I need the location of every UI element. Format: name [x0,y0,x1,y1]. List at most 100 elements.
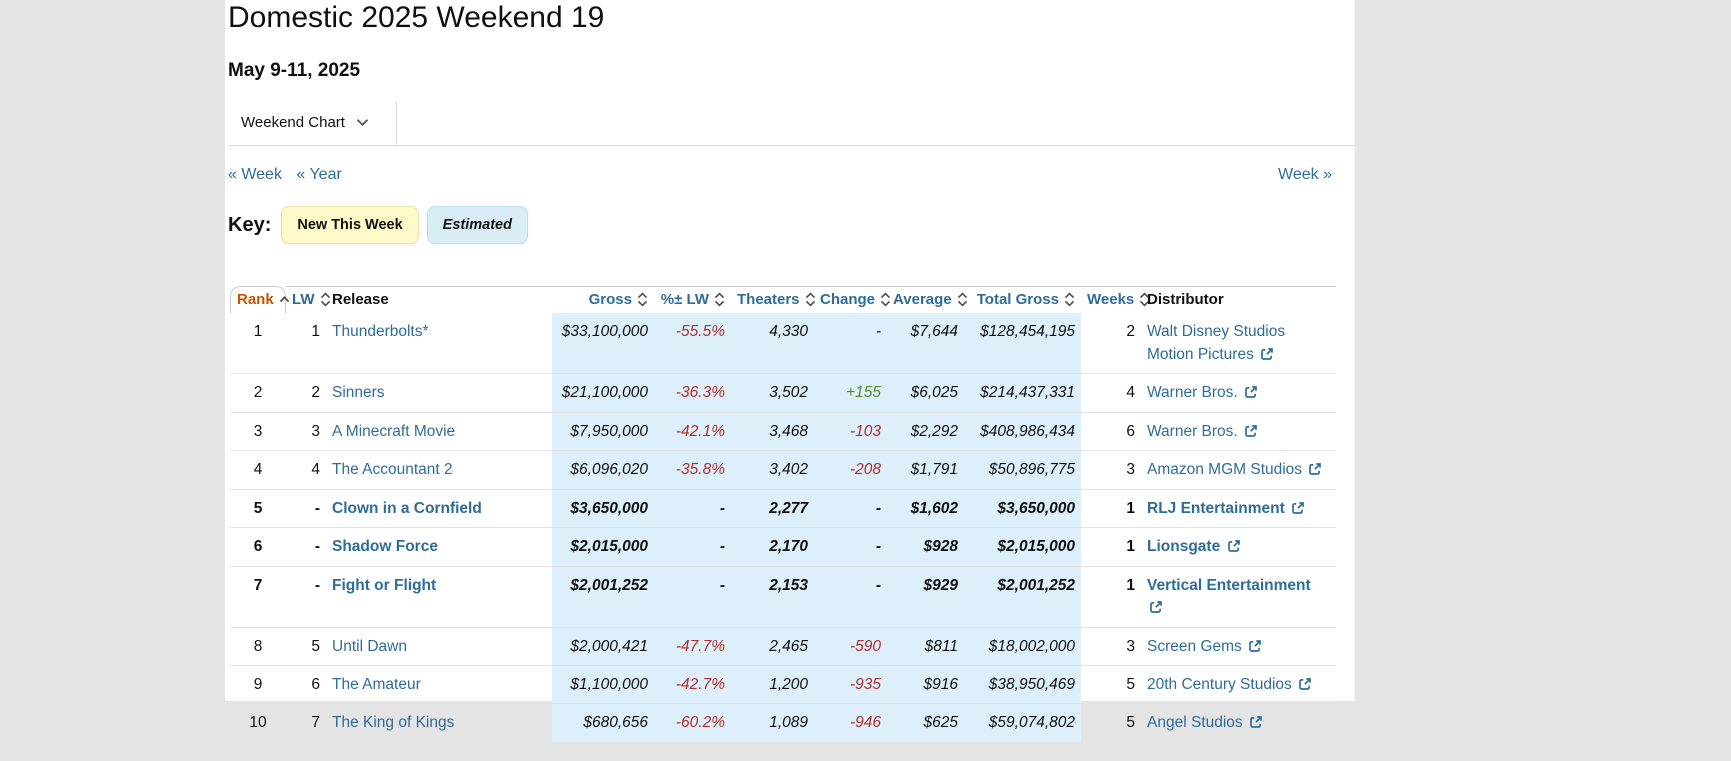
cell-lw: 6 [286,664,326,703]
cell-theaters: 4,330 [731,313,814,374]
header-gross[interactable]: Gross [552,286,654,313]
distributor-link[interactable]: Warner Bros. [1147,384,1238,402]
cell-average: $928 [887,527,964,566]
distributor-external-link[interactable] [1258,346,1274,363]
cell-average: $929 [887,565,964,627]
prev-week-link[interactable]: « Week [228,165,282,183]
cell-lw: - [286,527,326,565]
distributor-link[interactable]: RLJ Entertainment [1147,499,1285,517]
cell-average: $811 [887,626,964,665]
cell-lw: - [286,488,326,527]
cell-release: Sinners [326,373,552,411]
table-row: 8 5 Until Dawn $2,000,421 -47.7% 2,465 -590 $81… [230,626,1336,665]
cell-change: -590 [814,626,887,665]
distributor-link[interactable]: Angel Studios [1147,714,1243,732]
cell-weeks: 2 [1126,323,1135,341]
key-label: Key: [228,213,272,236]
distributor-link[interactable]: Screen Gems [1147,637,1242,655]
cell-rank: 6 [230,527,286,565]
cell-lw: 2 [286,373,326,411]
release-link[interactable]: Shadow Force [332,538,438,556]
header-lw[interactable]: LW [286,286,330,313]
cell-rank: 5 [230,488,286,527]
distributor-external-link[interactable] [1306,461,1322,478]
release-link[interactable]: Sinners [332,384,385,402]
distributor-external-link[interactable] [1289,500,1305,517]
header-rank[interactable]: Rank [230,286,289,314]
release-link[interactable]: Fight or Flight [332,576,437,594]
distributor-link[interactable]: Vertical Entertainment [1147,576,1311,594]
cell-lw: - [286,565,326,627]
cell-rank: 8 [230,626,286,665]
header-distributor: Distributor [1141,286,1336,313]
cell-gross: $1,100,000 [552,664,654,704]
header-label-total_gross: Total Gross [976,291,1059,309]
header-label-weeks: Weeks [1087,291,1135,309]
release-link[interactable]: Clown in a Cornfield [332,499,482,517]
distributor-external-link[interactable] [1242,423,1258,440]
distributor-external-link[interactable] [1247,714,1263,731]
header-change[interactable]: Change [814,286,891,313]
header-label-pct_lw: %± LW [660,291,709,309]
cell-gross: $3,650,000 [552,488,654,528]
cell-release: The Amateur [326,664,552,703]
distributor-external-link[interactable] [1242,384,1258,401]
release-link[interactable]: The Accountant 2 [332,461,453,479]
cell-theaters: 1,089 [731,703,814,742]
table-row: 1 1 Thunderbolts* $33,100,000 -55.5% 4,330- $7… [230,313,1336,374]
header-total_gross[interactable]: Total Gross [964,286,1081,313]
distributor-external-link[interactable] [1225,538,1241,555]
cell-distributor: Walt Disney Studios Motion Pictures [1141,313,1336,373]
cell-change: -935 [814,664,887,704]
chart-navigation: « Week « Year Week » [228,165,1355,186]
chart-type-dropdown[interactable]: Weekend Chart [228,100,397,145]
cell-weeks: 6 [1081,411,1141,450]
cell-change: +155 [814,373,887,412]
header-weeks[interactable]: Weeks [1081,286,1150,313]
header-label-change: Change [820,291,876,309]
cell-release: Thunderbolts* [326,313,552,373]
sort-icon [637,292,648,307]
distributor-link[interactable]: Warner Bros. [1147,422,1238,440]
prev-year-link[interactable]: « Year [296,165,342,183]
table-row: 7- Fight or Flight $2,001,252-2,153- $929 $2… [230,565,1336,627]
cell-distributor: 20th Century Studios [1141,664,1336,703]
header-pct_lw[interactable]: %± LW [654,286,731,313]
table-row: 4 4 The Accountant 2 $6,096,020 -35.8% 3,402-… [230,450,1336,489]
release-link[interactable]: The Amateur [332,675,421,693]
release-link[interactable]: Until Dawn [332,637,407,655]
sort-asc-icon [279,296,289,303]
legend-key: Key: New This Week Estimated [228,206,1355,245]
cell-total_gross: $408,986,434 [964,411,1081,451]
external-link-icon [1249,639,1261,652]
cell-average: $1,791 [887,450,964,489]
next-week-link[interactable]: Week » [1278,165,1332,183]
distributor-link[interactable]: Lionsgate [1147,538,1221,556]
distributor-link[interactable]: Amazon MGM Studios [1147,461,1303,479]
cell-release: Clown in a Cornfield [326,488,552,527]
table-row: 6- Shadow Force $2,015,000-2,170- $928 $2,01… [230,527,1336,566]
cell-gross: $2,000,421 [552,626,654,665]
distributor-link[interactable]: Walt Disney Studios Motion Pictures [1147,323,1286,363]
distributor-external-link[interactable] [1246,638,1262,655]
header-theaters[interactable]: Theaters [731,286,815,313]
distributor-link[interactable]: 20th Century Studios [1147,675,1292,693]
release-link[interactable]: A Minecraft Movie [332,422,456,440]
cell-theaters: 3,402 [731,450,814,489]
cell-release: The Accountant 2 [326,450,552,488]
chart-type-label: Weekend Chart [241,114,345,131]
distributor-external-link[interactable] [1147,599,1163,616]
release-link[interactable]: Thunderbolts* [332,323,429,341]
cell-weeks: 3 [1081,450,1141,488]
cell-change: -208 [814,450,887,489]
cell-pct_lw: -36.3% [654,373,731,412]
release-link[interactable]: The King of Kings [332,714,455,732]
distributor-external-link[interactable] [1296,676,1312,693]
cell-rank: 7 [230,565,286,627]
cell-gross: $2,015,000 [552,527,654,566]
cell-weeks: 5 [1081,664,1141,703]
header-average[interactable]: Average [887,286,967,313]
cell-distributor: Amazon MGM Studios [1141,450,1336,488]
cell-weeks: 1 [1081,527,1141,565]
external-link-icon [1292,501,1304,514]
